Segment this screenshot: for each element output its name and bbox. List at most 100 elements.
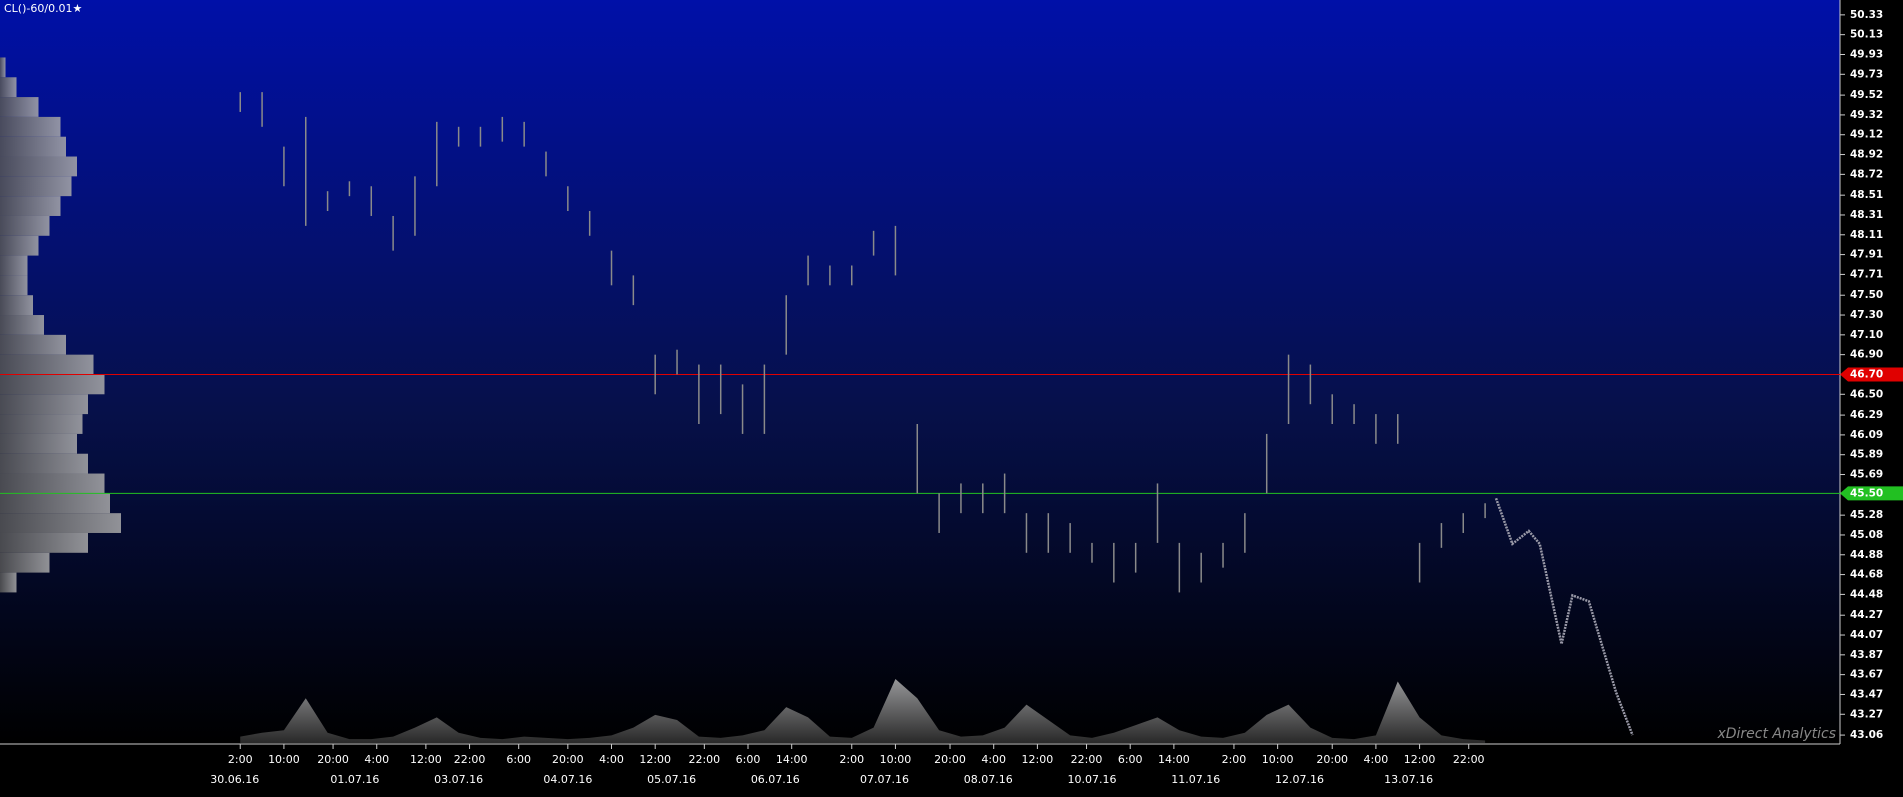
date-label: 04.07.16 (543, 773, 592, 786)
volume-profile-bar (0, 453, 88, 474)
y-tick-label: 44.07 (1850, 629, 1883, 641)
date-label: 07.07.16 (860, 773, 909, 786)
date-label: 03.07.16 (434, 773, 483, 786)
volume-profile-bar (0, 196, 61, 216)
y-tick-label: 49.73 (1850, 68, 1883, 80)
volume-profile-bar (0, 394, 88, 415)
x-tick-label: 6:00 (1118, 753, 1143, 766)
y-tick-label: 50.33 (1850, 9, 1883, 21)
date-label: 11.07.16 (1171, 773, 1220, 786)
x-tick-label: 22:00 (1453, 753, 1485, 766)
y-tick-label: 44.68 (1850, 569, 1883, 581)
y-tick-label: 47.30 (1850, 309, 1883, 321)
date-label: 06.07.16 (751, 773, 800, 786)
volume-profile-bar (0, 235, 39, 256)
date-label: 05.07.16 (647, 773, 696, 786)
x-tick-label: 22:00 (688, 753, 720, 766)
y-tick-label: 48.11 (1850, 229, 1883, 241)
volume-profile-bar (0, 97, 39, 117)
marks: 50.33 50.13 49.93 49.73 49.52 49.32 49.12 48.92… (0, 9, 1903, 786)
volume-profile-bar (0, 176, 72, 197)
volume-profile-bar (0, 493, 110, 514)
y-tick-label: 44.88 (1850, 549, 1883, 561)
volume-area (240, 679, 1486, 743)
volume-profile-bar (0, 136, 66, 157)
y-tick-label: 48.92 (1850, 149, 1883, 161)
date-label: 12.07.16 (1275, 773, 1324, 786)
y-tick-label: 45.69 (1850, 469, 1883, 481)
volume-profile-bar (0, 156, 77, 177)
x-tick-label: 12:00 (639, 753, 671, 766)
y-tick-label: 49.32 (1850, 109, 1883, 121)
y-tick-label: 49.93 (1850, 48, 1883, 60)
volume-profile-bar (0, 116, 61, 137)
y-tick-label: 49.52 (1850, 89, 1883, 101)
volume-profile-bar (0, 433, 77, 454)
y-tick-label: 46.29 (1850, 409, 1883, 421)
y-tick-label: 46.50 (1850, 388, 1883, 400)
volume-profile-bar (0, 57, 6, 78)
x-tick-label: 2:00 (1222, 753, 1247, 766)
date-label: 10.07.16 (1067, 773, 1116, 786)
y-tick-label: 43.47 (1850, 688, 1883, 700)
y-tick-label: 49.12 (1850, 129, 1883, 141)
watermark: xDirect Analytics (1716, 726, 1836, 742)
volume-profile-bar (0, 513, 121, 533)
volume-profile-bar (0, 215, 50, 236)
volume-profile-bar (0, 414, 83, 434)
x-tick-label: 2:00 (228, 753, 253, 766)
volume-profile-bar (0, 354, 94, 375)
x-tick-label: 20:00 (317, 753, 349, 766)
x-tick-label: 4:00 (1364, 753, 1389, 766)
level-label: 45.50 (1850, 487, 1883, 499)
y-tick-label: 45.89 (1850, 449, 1883, 461)
volume-profile-bar (0, 552, 50, 573)
x-tick-label: 22:00 (454, 753, 486, 766)
y-tick-label: 46.09 (1850, 429, 1883, 441)
forecast-line (1494, 497, 1634, 736)
volume-profile-bar (0, 473, 105, 494)
x-tick-label: 4:00 (364, 753, 389, 766)
x-tick-label: 12:00 (1022, 753, 1054, 766)
y-tick-label: 47.91 (1850, 249, 1883, 261)
y-tick-label: 45.28 (1850, 509, 1883, 521)
volume-profile-bar (0, 572, 17, 593)
y-tick-label: 44.48 (1850, 588, 1883, 600)
x-tick-label: 4:00 (599, 753, 624, 766)
x-tick-label: 10:00 (1262, 753, 1294, 766)
x-tick-label: 14:00 (776, 753, 808, 766)
x-tick-label: 20:00 (1316, 753, 1348, 766)
date-label: 01.07.16 (330, 773, 379, 786)
level-label: 46.70 (1850, 368, 1883, 380)
x-tick-label: 10:00 (268, 753, 300, 766)
volume-profile-bar (0, 275, 28, 296)
y-tick-label: 43.87 (1850, 649, 1883, 661)
x-tick-label: 6:00 (736, 753, 761, 766)
x-tick-label: 22:00 (1071, 753, 1103, 766)
plot-background (0, 0, 1840, 743)
x-tick-label: 20:00 (552, 753, 584, 766)
x-tick-label: 6:00 (506, 753, 531, 766)
y-tick-label: 48.72 (1850, 168, 1883, 180)
y-tick-label: 47.10 (1850, 329, 1883, 341)
date-label: 08.07.16 (964, 773, 1013, 786)
y-tick-label: 43.67 (1850, 669, 1883, 681)
y-tick-label: 48.51 (1850, 189, 1883, 201)
x-tick-label: 4:00 (981, 753, 1006, 766)
volume-profile-bar (0, 334, 66, 355)
y-tick-label: 45.08 (1850, 529, 1883, 541)
y-tick-label: 43.06 (1850, 729, 1883, 741)
x-tick-label: 20:00 (934, 753, 966, 766)
level-tag (1840, 367, 1903, 382)
x-tick-label: 10:00 (880, 753, 912, 766)
chart-title: CL()-60/0.01★ (4, 2, 83, 15)
date-label: 30.06.16 (210, 773, 259, 786)
volume-profile-bar (0, 374, 105, 395)
level-tag (1840, 486, 1903, 501)
volume-profile-bar (0, 77, 17, 98)
y-tick-label: 47.71 (1850, 268, 1883, 280)
y-tick-label: 48.31 (1850, 209, 1883, 221)
x-tick-label: 2:00 (839, 753, 864, 766)
